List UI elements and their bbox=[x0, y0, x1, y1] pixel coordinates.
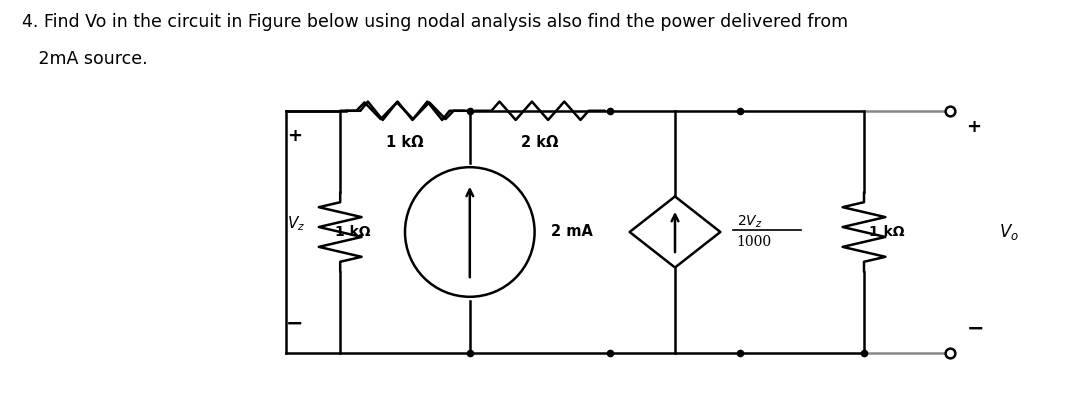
Text: 4. Find Vo in the circuit in Figure below using nodal analysis also find the pow: 4. Find Vo in the circuit in Figure belo… bbox=[22, 13, 848, 31]
Text: −: − bbox=[286, 314, 303, 334]
Text: 2 mA: 2 mA bbox=[551, 224, 593, 240]
Text: $2V_z$: $2V_z$ bbox=[737, 213, 762, 230]
Text: 1000: 1000 bbox=[737, 235, 772, 250]
Text: −: − bbox=[967, 318, 984, 338]
Text: 1 kΩ: 1 kΩ bbox=[869, 225, 905, 239]
Text: $V_z$: $V_z$ bbox=[287, 214, 306, 233]
Text: +: + bbox=[967, 118, 982, 137]
Text: $V_o$: $V_o$ bbox=[999, 222, 1018, 242]
Text: 2mA source.: 2mA source. bbox=[22, 50, 147, 68]
Text: 2 kΩ: 2 kΩ bbox=[522, 135, 558, 150]
Text: 1 kΩ: 1 kΩ bbox=[335, 225, 370, 239]
Text: +: + bbox=[287, 127, 302, 145]
Text: 1 kΩ: 1 kΩ bbox=[387, 135, 423, 150]
